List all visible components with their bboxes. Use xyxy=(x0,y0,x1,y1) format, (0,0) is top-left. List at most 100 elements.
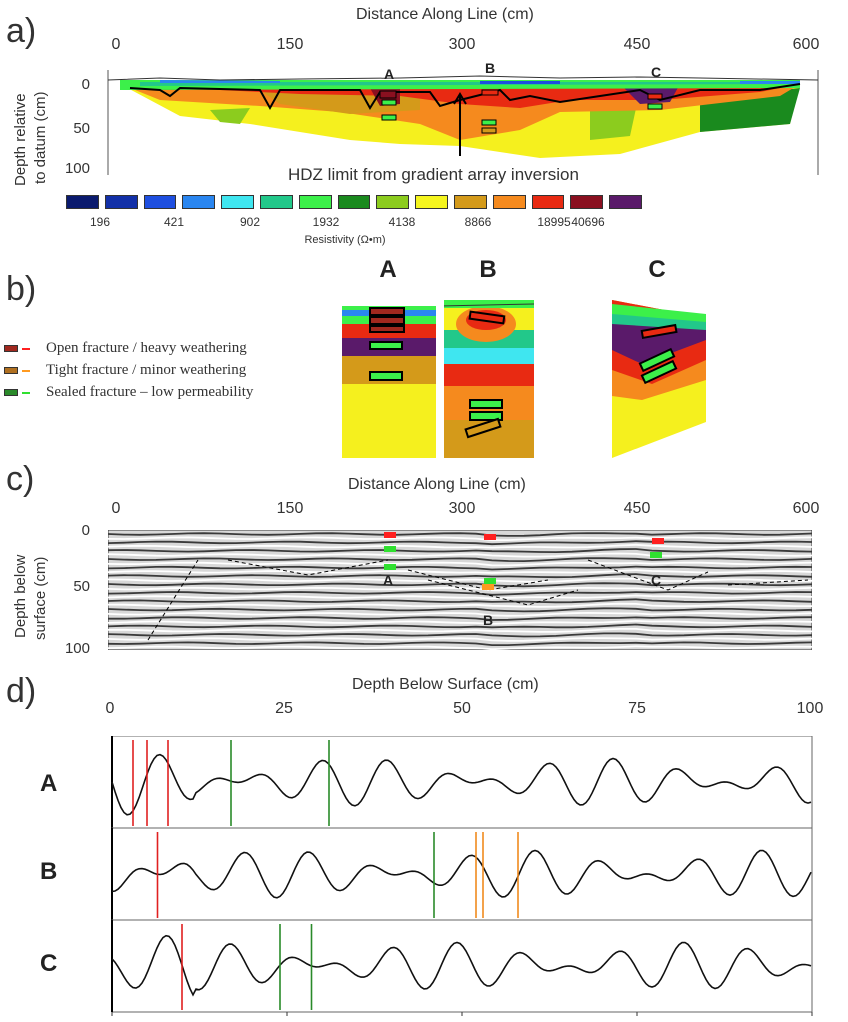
gpr-reflector xyxy=(108,548,812,554)
colorbar-swatch xyxy=(570,195,604,209)
panel-c-marker-a: A xyxy=(382,572,394,588)
gpr-reflector xyxy=(108,582,812,588)
gpr-fracture-mark xyxy=(384,532,396,538)
legend-swatch xyxy=(4,367,18,375)
panel-d-x-tick: 100 xyxy=(796,700,824,717)
trace-row-frame xyxy=(111,919,813,1013)
trace-row-label-a: A xyxy=(40,770,58,797)
legend-dash xyxy=(22,391,30,394)
gpr-fracture-mark xyxy=(384,564,396,570)
colorbar-label: 1932 xyxy=(312,215,340,229)
colorbar-swatch xyxy=(66,195,99,209)
gpr-reflector xyxy=(108,616,812,621)
legend-text: Sealed fracture – low permeability xyxy=(46,384,254,400)
panel-a-x-tick: 600 xyxy=(792,36,820,53)
gpr-reflector xyxy=(108,577,812,583)
gpr-reflector xyxy=(108,628,812,633)
panel-c-x-tick: 450 xyxy=(623,500,651,517)
trace-row-label-c: C xyxy=(40,950,58,977)
gpr-reflector xyxy=(108,569,812,574)
gpr-reflector xyxy=(108,602,812,608)
colorbar-swatch xyxy=(492,195,526,209)
panel-c-x-tick: 150 xyxy=(276,500,304,517)
trace-line-b xyxy=(111,849,812,899)
colorbar-swatch xyxy=(609,195,642,209)
gpr-reflector xyxy=(108,623,812,629)
gpr-fracture-mark xyxy=(384,546,396,552)
gpr-reflector xyxy=(108,565,812,571)
panel-d-x-tick: 50 xyxy=(453,700,471,717)
panel-a-y-tick: 50 xyxy=(73,120,90,137)
gpr-interpretation-line xyxy=(587,559,709,591)
panel-d-label: d) xyxy=(6,672,37,710)
gpr-reflector xyxy=(108,591,812,596)
inset-b xyxy=(440,300,534,458)
colorbar-label: 8866 xyxy=(464,215,492,229)
panel-d-x-title: Depth Below Surface (cm) xyxy=(352,676,539,693)
inset-label-c: C xyxy=(648,256,666,283)
gpr-fracture-mark xyxy=(650,552,662,558)
legend-dash xyxy=(22,369,30,372)
panel-c-y-title-2: surface (cm) xyxy=(32,556,49,640)
legend-dash xyxy=(22,347,30,350)
gpr-fracture-mark xyxy=(484,578,496,584)
colorbar-swatch xyxy=(376,195,410,209)
colorbar xyxy=(66,195,642,209)
colorbar-title: Resistivity (Ω•m) xyxy=(304,234,386,246)
panel-c-x-tick: 0 xyxy=(111,500,121,517)
hdz-annotation: HDZ limit from gradient array inversion xyxy=(288,165,579,184)
inset-c xyxy=(612,300,706,458)
panel-d-x-tick: 25 xyxy=(275,700,293,717)
gpr-fracture-mark xyxy=(482,584,494,590)
legend-text: Tight fracture / minor weathering xyxy=(46,362,247,378)
gpr-reflector xyxy=(108,611,812,617)
colorbar-swatch xyxy=(337,195,371,209)
panel-d-x-tick: 75 xyxy=(628,700,646,717)
panel-a-x-tick: 450 xyxy=(623,36,651,53)
gpr-reflector xyxy=(108,598,812,604)
panel-c-x-tick: 600 xyxy=(792,500,820,517)
panel-c-marker-c: C xyxy=(650,572,662,588)
panel-c-y-tick: 50 xyxy=(73,578,90,595)
colorbar-label: 421 xyxy=(163,215,185,229)
panel-c-x-tick: 300 xyxy=(448,500,476,517)
colorbar-label: 18995 xyxy=(537,215,571,229)
panel-c-y-title-1: Depth below xyxy=(12,554,29,638)
panel-a-marker-c: C xyxy=(650,64,662,80)
colorbar-label: 196 xyxy=(89,215,111,229)
inset-label-a: A xyxy=(379,256,397,283)
panel-a-y-tick: 0 xyxy=(81,76,90,93)
panel-a-marker-a: A xyxy=(383,66,395,82)
panel-d-x-tick: 0 xyxy=(105,700,115,717)
gpr-reflector xyxy=(108,637,812,642)
colorbar-swatch xyxy=(104,195,138,209)
colorbar-swatch xyxy=(298,195,332,209)
gpr-interpretation-line xyxy=(727,579,809,586)
panel-a-marker-b: B xyxy=(484,60,496,76)
gpr-reflector xyxy=(108,607,812,613)
trace-row-frame xyxy=(111,736,813,829)
colorbar-swatch xyxy=(453,195,487,209)
colorbar-swatch xyxy=(415,195,448,209)
legend-open-fracture: Open fracture / heavy weathering xyxy=(4,340,247,357)
gpr-fracture-mark xyxy=(652,538,664,544)
trace-line-a xyxy=(111,753,812,816)
panel-a-y-tick: 100 xyxy=(64,160,90,177)
gpr-reflector xyxy=(108,594,812,600)
gpr-reflector xyxy=(108,632,812,638)
panel-a-y-title-2: to datum (cm) xyxy=(32,91,49,184)
colorbar-label: 902 xyxy=(239,215,261,229)
gpr-reflector xyxy=(108,561,812,567)
gpr-reflector xyxy=(108,543,812,549)
trace-line-c xyxy=(111,934,812,997)
colorbar-swatch xyxy=(259,195,293,209)
panel-b-label: b) xyxy=(6,270,37,308)
panel-a-label: a) xyxy=(6,12,37,50)
panel-a-x-title: Distance Along Line (cm) xyxy=(356,6,534,23)
gpr-reflector xyxy=(108,645,812,650)
trace-plot xyxy=(111,736,813,1016)
legend-text: Open fracture / heavy weathering xyxy=(46,340,247,356)
gpr-reflector xyxy=(108,532,812,537)
panel-a-x-tick: 0 xyxy=(111,36,121,53)
panel-a-x-tick: 150 xyxy=(276,36,304,53)
